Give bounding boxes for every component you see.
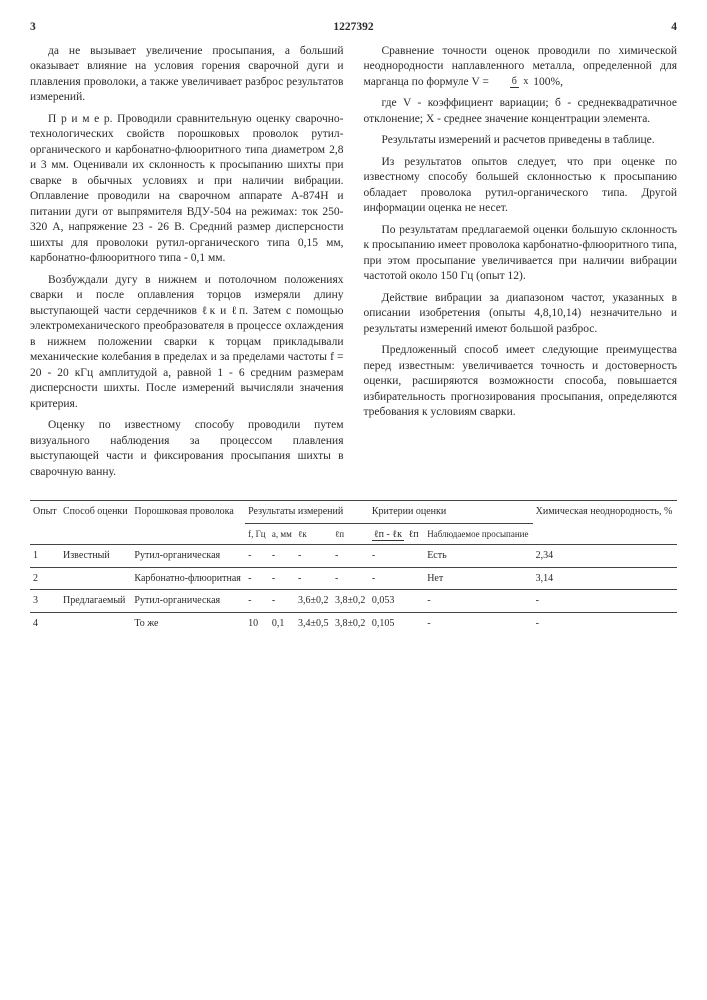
- th-criteria: Критерии оценки: [369, 501, 533, 524]
- left-column: да не вызывает увеличение просыпания, а …: [30, 44, 344, 487]
- th-ratio: ℓп - ℓк ℓп: [369, 523, 424, 544]
- table-cell: -: [269, 590, 295, 613]
- table-cell: -: [295, 567, 332, 590]
- table-cell: Есть: [424, 545, 532, 568]
- table-row: 4То же100,13,4±0,53,8±0,20,105--: [30, 612, 677, 634]
- para-r7: Предложенный способ имеет следующие преи…: [364, 343, 678, 421]
- table-row: 3ПредлагаемыйРутил-органическая--3,6±0,2…: [30, 590, 677, 613]
- right-column: Сравнение точности оценок проводили по х…: [364, 44, 678, 487]
- th-wire: Порошковая проволока: [131, 501, 245, 545]
- ratio-den: ℓп: [406, 529, 420, 540]
- table-cell: Рутил-органическая: [131, 545, 245, 568]
- table-row: 2Карбонатно-флюоритная-----Нет3,14: [30, 567, 677, 590]
- table-cell: -: [424, 612, 532, 634]
- table-cell: 2: [30, 567, 60, 590]
- frac-den: x: [521, 76, 530, 87]
- table-cell: 3,8±0,2: [332, 590, 369, 613]
- table-cell: -: [245, 590, 269, 613]
- table-cell: 0,1: [269, 612, 295, 634]
- para-r1b: 100%,: [533, 76, 563, 88]
- table-cell: -: [369, 567, 424, 590]
- para-l1: да не вызывает увеличение просыпания, а …: [30, 44, 344, 106]
- para-r6: Действие вибрации за диапазоном частот, …: [364, 291, 678, 338]
- table-cell: То же: [131, 612, 245, 634]
- table-cell: -: [332, 567, 369, 590]
- table-cell: -: [245, 545, 269, 568]
- table-cell: 1: [30, 545, 60, 568]
- para-r3: Результаты измерений и расчетов приведен…: [364, 133, 678, 149]
- table-cell: -: [533, 590, 677, 613]
- table-cell: 3: [30, 590, 60, 613]
- table-cell: 0,053: [369, 590, 424, 613]
- th-method: Способ оценки: [60, 501, 131, 545]
- para-l2: П р и м е р. Проводили сравнительную оце…: [30, 112, 344, 267]
- table-body: 1ИзвестныйРутил-органическая-----Есть2,3…: [30, 545, 677, 635]
- table-cell: 3,14: [533, 567, 677, 590]
- para-r2: где V - коэффициент вариации; б - средне…: [364, 96, 678, 127]
- para-l3: Возбуждали дугу в нижнем и потолочном по…: [30, 273, 344, 413]
- table-cell: -: [245, 567, 269, 590]
- th-a: a, мм: [269, 523, 295, 544]
- table-cell: Известный: [60, 545, 131, 568]
- page-right: 4: [671, 20, 677, 36]
- table-cell: -: [424, 590, 532, 613]
- frac-num: б: [510, 76, 519, 88]
- para-r4: Из результатов опытов следует, что при о…: [364, 155, 678, 217]
- results-table: Опыт Способ оценки Порошковая проволока …: [30, 500, 677, 634]
- table-cell: 10: [245, 612, 269, 634]
- table-cell: -: [295, 545, 332, 568]
- para-r1: Сравнение точности оценок проводили по х…: [364, 44, 678, 91]
- th-chem: Химическая неоднородность, %: [533, 501, 677, 545]
- table-cell: [60, 567, 131, 590]
- table-cell: Карбонатно-флюоритная: [131, 567, 245, 590]
- table-row: 1ИзвестныйРутил-органическая-----Есть2,3…: [30, 545, 677, 568]
- table-cell: -: [369, 545, 424, 568]
- table-cell: 3,8±0,2: [332, 612, 369, 634]
- document-number: 1227392: [36, 20, 672, 36]
- th-opyt: Опыт: [30, 501, 60, 545]
- table-cell: Нет: [424, 567, 532, 590]
- th-lk: ℓк: [295, 523, 332, 544]
- para-r5: По результатам предлагаемой оценки больш…: [364, 223, 678, 285]
- table-cell: -: [269, 545, 295, 568]
- table-cell: 0,105: [369, 612, 424, 634]
- ratio-num: ℓп - ℓк: [372, 529, 404, 541]
- table-cell: 3,4±0,5: [295, 612, 332, 634]
- th-results: Результаты измерений: [245, 501, 369, 524]
- table-cell: Предлагаемый: [60, 590, 131, 613]
- para-l4: Оценку по известному способу проводили п…: [30, 418, 344, 480]
- table-cell: -: [332, 545, 369, 568]
- table-cell: Рутил-органическая: [131, 590, 245, 613]
- th-lp: ℓп: [332, 523, 369, 544]
- table-cell: [60, 612, 131, 634]
- table-cell: 3,6±0,2: [295, 590, 332, 613]
- table-cell: 2,34: [533, 545, 677, 568]
- table-cell: -: [269, 567, 295, 590]
- th-f: f, Гц: [245, 523, 269, 544]
- table-cell: -: [533, 612, 677, 634]
- th-obs: Наблюдаемое просыпание: [424, 523, 532, 544]
- table-cell: 4: [30, 612, 60, 634]
- formula-fraction: б x: [492, 77, 531, 87]
